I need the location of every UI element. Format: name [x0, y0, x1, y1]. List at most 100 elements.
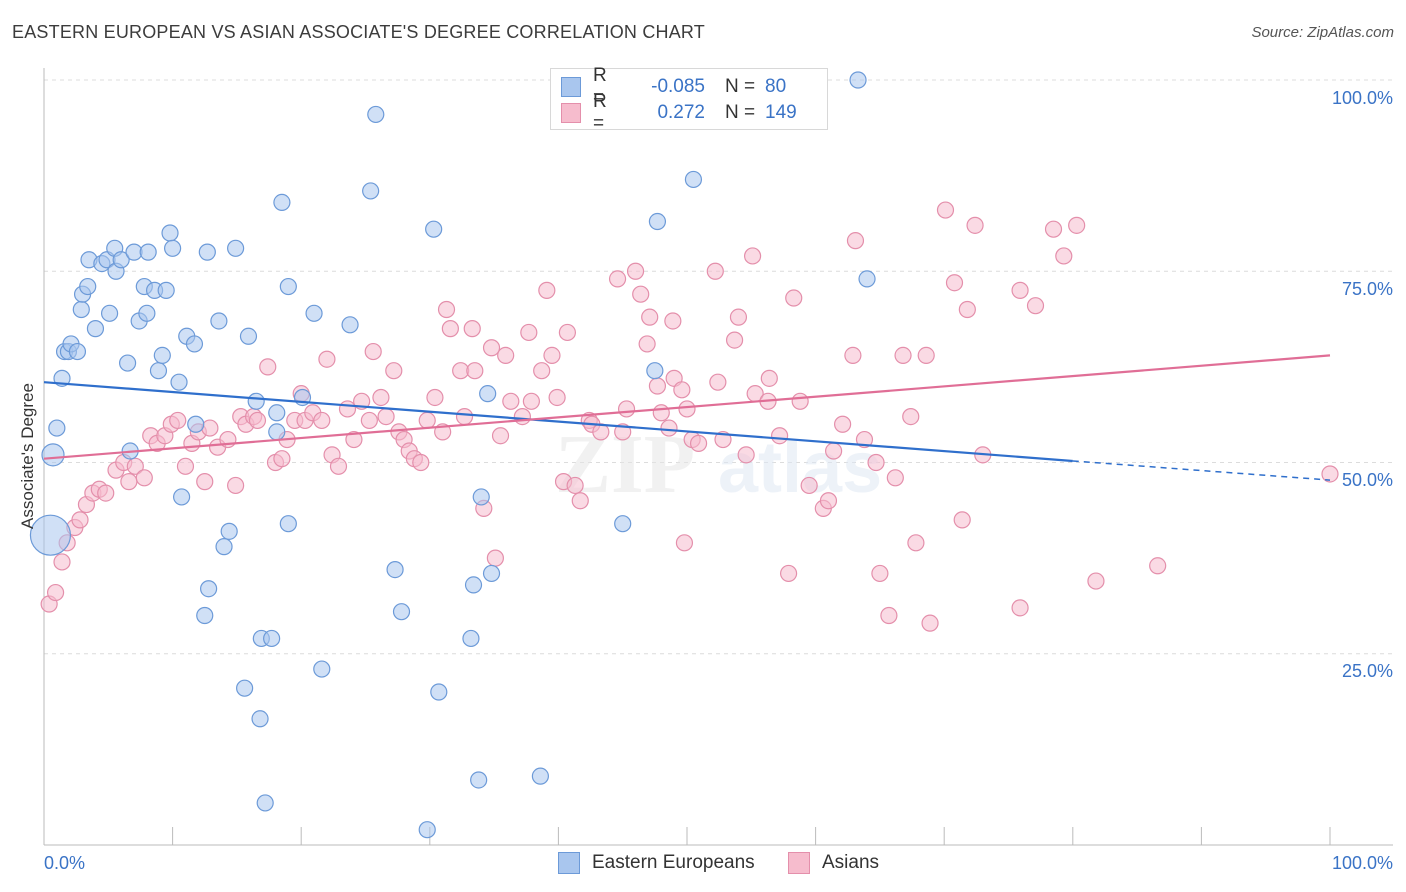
data-point [318, 350, 336, 368]
data-point [466, 362, 484, 380]
data-point [834, 415, 852, 433]
data-point [385, 362, 403, 380]
r-label: R = [593, 91, 607, 134]
data-point [118, 354, 137, 372]
data-point [86, 320, 105, 338]
data-point [1321, 465, 1339, 483]
data-point [660, 419, 678, 437]
data-point [455, 408, 474, 426]
data-point [1055, 247, 1073, 265]
data-point [614, 515, 632, 533]
data-point [966, 216, 984, 234]
data-point [472, 488, 490, 506]
data-point [632, 285, 650, 303]
data-point [185, 335, 204, 353]
data-point [678, 400, 696, 418]
data-point [198, 243, 216, 261]
r-label: R = [593, 65, 607, 108]
data-point [29, 514, 72, 556]
data-point [139, 243, 157, 261]
data-point [372, 388, 390, 407]
data-point [196, 473, 214, 491]
data-point [491, 427, 510, 445]
data-point [72, 300, 90, 319]
asians-points [40, 201, 1339, 632]
data-point [626, 262, 645, 280]
trend-line-eastern-europeans [43, 381, 1073, 463]
data-point [100, 304, 119, 322]
y-axis-label: Associate's Degree [18, 383, 37, 529]
data-point [176, 457, 195, 475]
data-point [497, 346, 515, 364]
data-point [464, 576, 483, 594]
n-label: N = [725, 76, 756, 97]
data-point [462, 629, 480, 648]
stats-row-asians: R = 0.272 N = 149 [561, 91, 805, 134]
n-value: 149 [765, 102, 797, 123]
trend-line-eastern-europeans-extension [1072, 460, 1331, 481]
data-point [273, 193, 291, 211]
data-point [97, 484, 115, 502]
data-point [638, 335, 656, 353]
data-point [646, 362, 664, 380]
data-point [313, 660, 331, 678]
chart-source: Source: ZipAtlas.com [1251, 24, 1394, 41]
data-point [917, 346, 935, 364]
data-point [482, 339, 501, 357]
data-point [482, 564, 501, 583]
data-point [68, 342, 87, 361]
data-point [263, 629, 281, 648]
data-point [196, 606, 214, 625]
legend-item-asians[interactable]: Asians [788, 852, 879, 874]
eastern-europeans-points [29, 71, 876, 839]
data-point [1011, 599, 1029, 617]
data-point [520, 323, 538, 342]
stats-box: R = -0.085 N = 80 R = 0.272 N = 149 [550, 65, 828, 134]
data-point [173, 488, 191, 506]
data-point [239, 327, 258, 345]
data-point [844, 346, 862, 364]
data-point [138, 304, 156, 322]
data-point [664, 312, 682, 330]
data-point [48, 419, 66, 437]
data-point [247, 392, 265, 410]
data-point [46, 583, 65, 602]
data-point [256, 794, 274, 812]
watermark-atlas: atlas [718, 428, 882, 508]
data-point [936, 201, 955, 219]
data-point [894, 346, 912, 364]
data-point [367, 105, 385, 124]
data-point [187, 415, 205, 433]
data-point [425, 220, 443, 238]
data-point [112, 251, 130, 269]
data-point [533, 362, 551, 380]
data-point [279, 515, 297, 533]
data-point [248, 411, 267, 430]
data-point [153, 346, 171, 364]
data-point [201, 419, 219, 437]
data-point [313, 411, 331, 430]
data-point [149, 362, 168, 380]
data-point [170, 373, 188, 391]
data-point [871, 564, 889, 583]
data-point [779, 564, 798, 583]
data-point [341, 316, 359, 334]
data-point [770, 427, 789, 445]
data-point [360, 411, 378, 430]
data-point [867, 453, 885, 472]
data-point [800, 476, 818, 495]
data-point [953, 511, 971, 529]
data-point [345, 430, 363, 449]
data-point [566, 476, 584, 495]
data-point [571, 492, 589, 510]
legend-item-eastern-europeans[interactable]: Eastern Europeans [558, 852, 755, 874]
data-point [791, 392, 809, 410]
blue-swatch-icon [561, 77, 581, 97]
data-point [305, 304, 323, 322]
data-point [849, 71, 867, 89]
data-point [1026, 297, 1045, 315]
data-point [120, 473, 138, 491]
data-point [502, 392, 520, 410]
data-point [227, 239, 245, 257]
data-point [617, 400, 636, 418]
